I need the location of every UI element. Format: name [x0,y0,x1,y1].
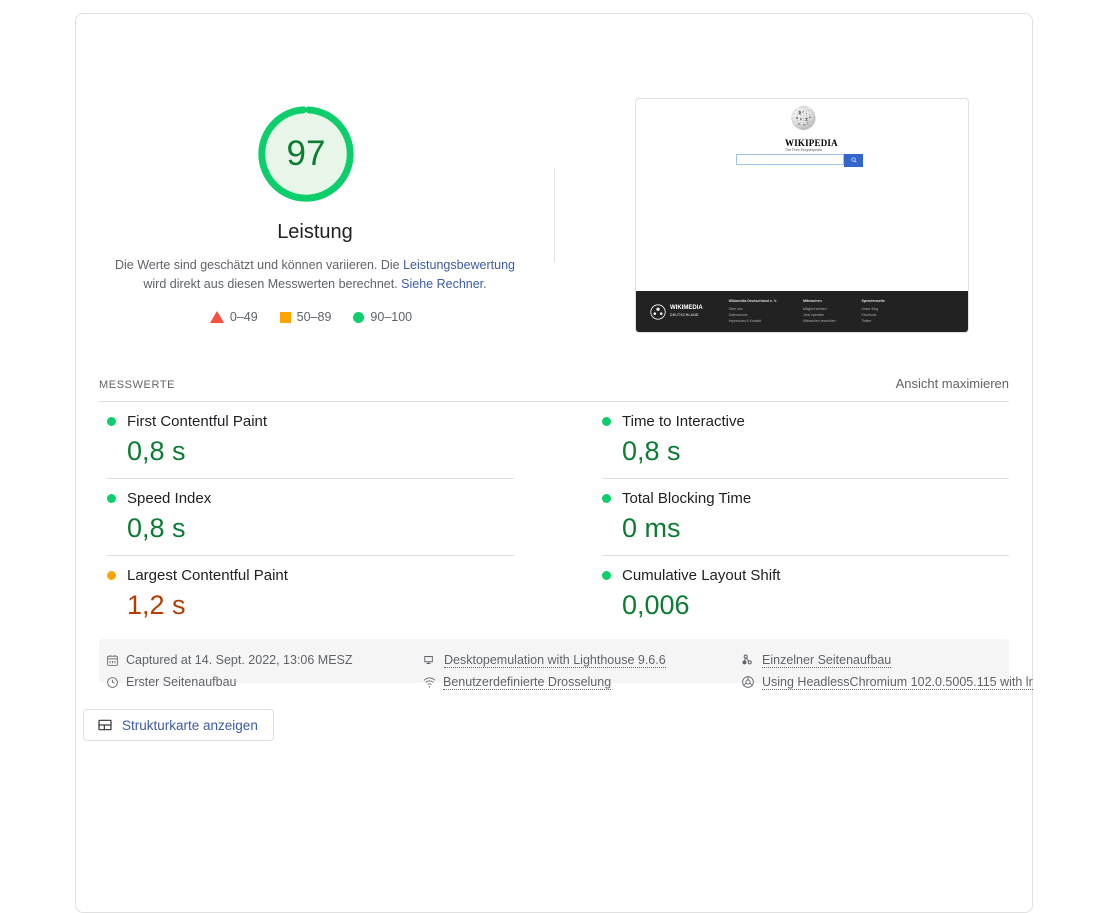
svg-text:あ: あ [798,110,802,115]
svg-text:文: 文 [803,117,808,122]
svg-text:B: B [795,116,797,120]
svg-text:ñ: ñ [800,117,802,121]
svg-text:H: H [803,124,805,127]
